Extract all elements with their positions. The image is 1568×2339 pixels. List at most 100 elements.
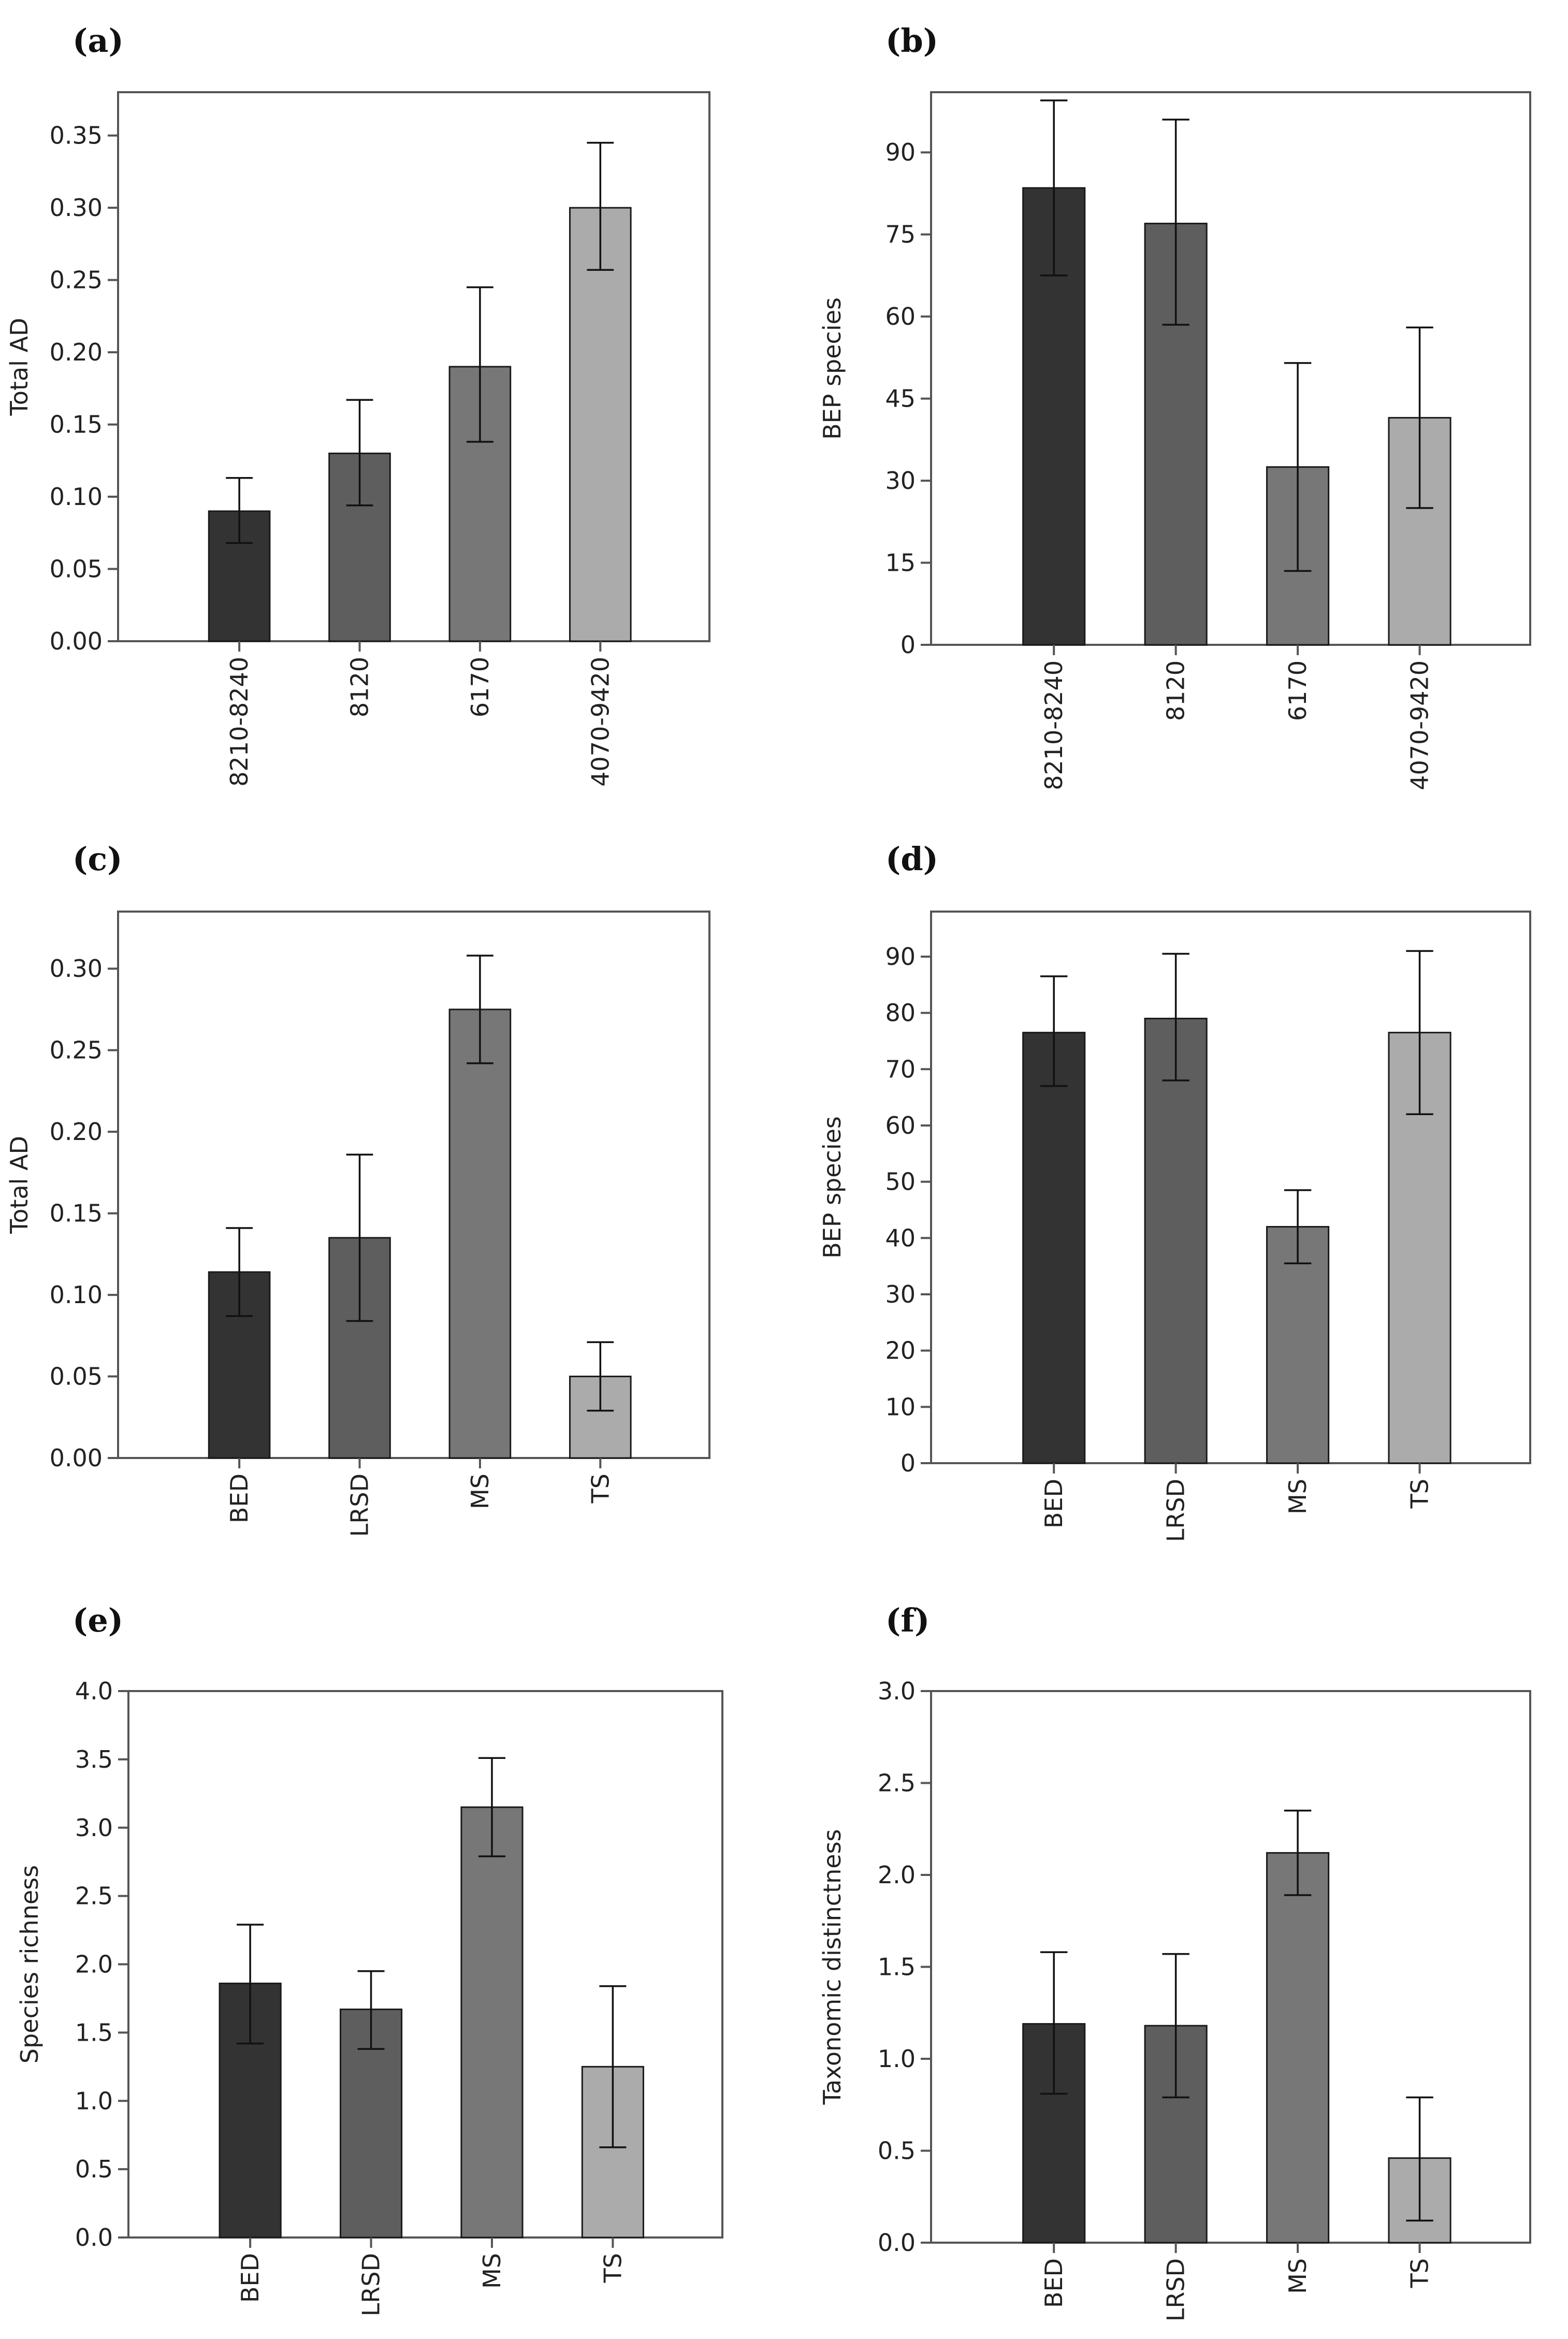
x-tick-label: BED xyxy=(1040,2258,1068,2308)
x-tick-label: TS xyxy=(1406,1479,1434,1509)
y-axis-title: BEP species xyxy=(818,297,846,440)
y-tick-label: 4.0 xyxy=(75,1677,113,1705)
y-tick-label: 0.20 xyxy=(50,338,103,366)
plot-frame xyxy=(117,911,710,1459)
x-tick-label: LRSD xyxy=(346,1474,374,1537)
y-tick-label: 2.5 xyxy=(75,1882,113,1910)
x-tick-label: LRSD xyxy=(1162,1479,1190,1542)
bar xyxy=(448,1008,512,1459)
bar xyxy=(1144,1017,1208,1464)
x-tick-label: 8210-8240 xyxy=(1040,660,1068,790)
y-tick-label: 10 xyxy=(885,1393,916,1421)
y-tick-label: 0 xyxy=(901,1449,916,1477)
y-tick-label: 20 xyxy=(885,1337,916,1365)
x-tick-label: MS xyxy=(466,1474,494,1509)
chart-panel-d: (d) 0 10 20 30 40 50 60 70 80 90 BEP species BED LRSD… xyxy=(818,840,1531,1542)
x-tick-label: 8120 xyxy=(346,657,374,717)
panel-label: (f) xyxy=(885,1601,930,1639)
y-axis-title: BEP species xyxy=(818,1116,846,1259)
y-tick-label: 1.5 xyxy=(75,2018,113,2046)
x-tick-label: 4070-9420 xyxy=(586,657,614,787)
panel-label: (c) xyxy=(72,840,122,878)
chart-panel-a: (a) 0.00 0.05 0.10 0.15 0.20 0.25 0.30 0.35 Total… xyxy=(5,22,710,787)
y-tick-label: 0.30 xyxy=(50,194,103,222)
y-tick-label: 0 xyxy=(901,631,916,659)
y-tick-label: 15 xyxy=(885,549,916,577)
plot-frame xyxy=(930,911,1531,1464)
y-tick-label: 0.0 xyxy=(75,2224,113,2251)
y-tick-label: 0.25 xyxy=(50,1036,103,1064)
x-tick-label: TS xyxy=(1406,2258,1434,2288)
panel-label: (b) xyxy=(885,22,938,60)
y-tick-label: 0.00 xyxy=(50,1444,103,1472)
y-tick-label: 1.5 xyxy=(878,1953,916,1981)
y-tick-label: 1.0 xyxy=(878,2045,916,2073)
x-tick-label: BED xyxy=(236,2253,264,2303)
bar xyxy=(1266,1852,1330,2244)
y-tick-label: 0.30 xyxy=(50,955,103,983)
chart-panel-b: (b) 0 15 30 45 60 75 90 BEP species 8210-8240 8120… xyxy=(818,22,1531,790)
y-tick-label: 90 xyxy=(885,943,916,971)
y-tick-label: 50 xyxy=(885,1168,916,1196)
x-tick-label: LRSD xyxy=(1162,2258,1190,2321)
y-tick-label: 60 xyxy=(885,302,916,330)
y-tick-label: 3.0 xyxy=(75,1814,113,1842)
y-tick-label: 0.20 xyxy=(50,1118,103,1146)
y-tick-label: 80 xyxy=(885,999,916,1027)
y-tick-label: 0.00 xyxy=(50,627,103,655)
bar xyxy=(569,1376,632,1459)
x-tick-label: BED xyxy=(1040,1479,1068,1528)
panel-label: (a) xyxy=(72,22,124,60)
y-tick-label: 2.5 xyxy=(878,1769,916,1797)
panel-label: (d) xyxy=(885,840,938,878)
x-tick-label: MS xyxy=(1284,1479,1312,1514)
y-tick-label: 0.10 xyxy=(50,483,103,511)
y-tick-label: 0.10 xyxy=(50,1281,103,1309)
y-axis-title: Species richness xyxy=(16,1865,43,2063)
x-tick-label: BED xyxy=(225,1474,253,1523)
y-tick-label: 0.0 xyxy=(878,2229,916,2257)
y-tick-label: 90 xyxy=(885,138,916,166)
chart-panel-f: (f) 0.0 0.5 1.0 1.5 2.0 2.5 3.0 Taxonomic distin… xyxy=(818,1601,1531,2321)
bar xyxy=(1022,1032,1086,1464)
y-tick-label: 0.35 xyxy=(50,122,103,150)
x-tick-label: TS xyxy=(599,2253,627,2283)
y-tick-label: 60 xyxy=(885,1111,916,1139)
bar xyxy=(569,207,632,642)
y-tick-label: 40 xyxy=(885,1224,916,1252)
y-tick-label: 0.25 xyxy=(50,266,103,294)
chart-panel-e: (e) 0.0 0.5 1.0 1.5 2.0 2.5 3.0 3.5 4.0 Species ri… xyxy=(16,1601,723,2316)
y-tick-label: 2.0 xyxy=(878,1861,916,1889)
y-tick-label: 2.0 xyxy=(75,1951,113,1979)
y-tick-label: 0.5 xyxy=(878,2137,916,2165)
y-tick-label: 30 xyxy=(885,467,916,495)
y-axis-title: Total AD xyxy=(5,1136,33,1234)
y-tick-label: 45 xyxy=(885,385,916,413)
y-tick-label: 70 xyxy=(885,1055,916,1083)
y-tick-label: 1.0 xyxy=(75,2087,113,2115)
y-tick-label: 3.0 xyxy=(878,1677,916,1705)
plot-frame xyxy=(930,91,1531,646)
y-tick-label: 3.5 xyxy=(75,1745,113,1773)
y-tick-label: 0.05 xyxy=(50,555,103,583)
y-tick-label: 0.5 xyxy=(75,2155,113,2183)
y-axis-title: Taxonomic distinctness xyxy=(818,1829,846,2105)
y-tick-label: 0.15 xyxy=(50,411,103,439)
plot-frame xyxy=(117,91,710,642)
x-tick-label: MS xyxy=(1284,2258,1312,2294)
y-tick-label: 30 xyxy=(885,1280,916,1308)
x-tick-label: MS xyxy=(478,2253,506,2289)
x-tick-label: 8120 xyxy=(1162,660,1190,721)
y-tick-label: 75 xyxy=(885,221,916,249)
bar xyxy=(460,1806,524,2239)
x-tick-label: TS xyxy=(586,1474,614,1504)
y-axis-title: Total AD xyxy=(5,318,33,416)
x-tick-label: LRSD xyxy=(357,2253,385,2316)
y-tick-label: 0.15 xyxy=(50,1200,103,1228)
x-tick-label: 4070-9420 xyxy=(1406,660,1434,790)
x-tick-label: 8210-8240 xyxy=(225,657,253,787)
x-tick-label: 6170 xyxy=(466,657,494,717)
chart-panel-c: (c) 0.00 0.05 0.10 0.15 0.20 0.25 0.30 Total AD B… xyxy=(5,840,710,1537)
y-tick-label: 0.05 xyxy=(50,1363,103,1391)
